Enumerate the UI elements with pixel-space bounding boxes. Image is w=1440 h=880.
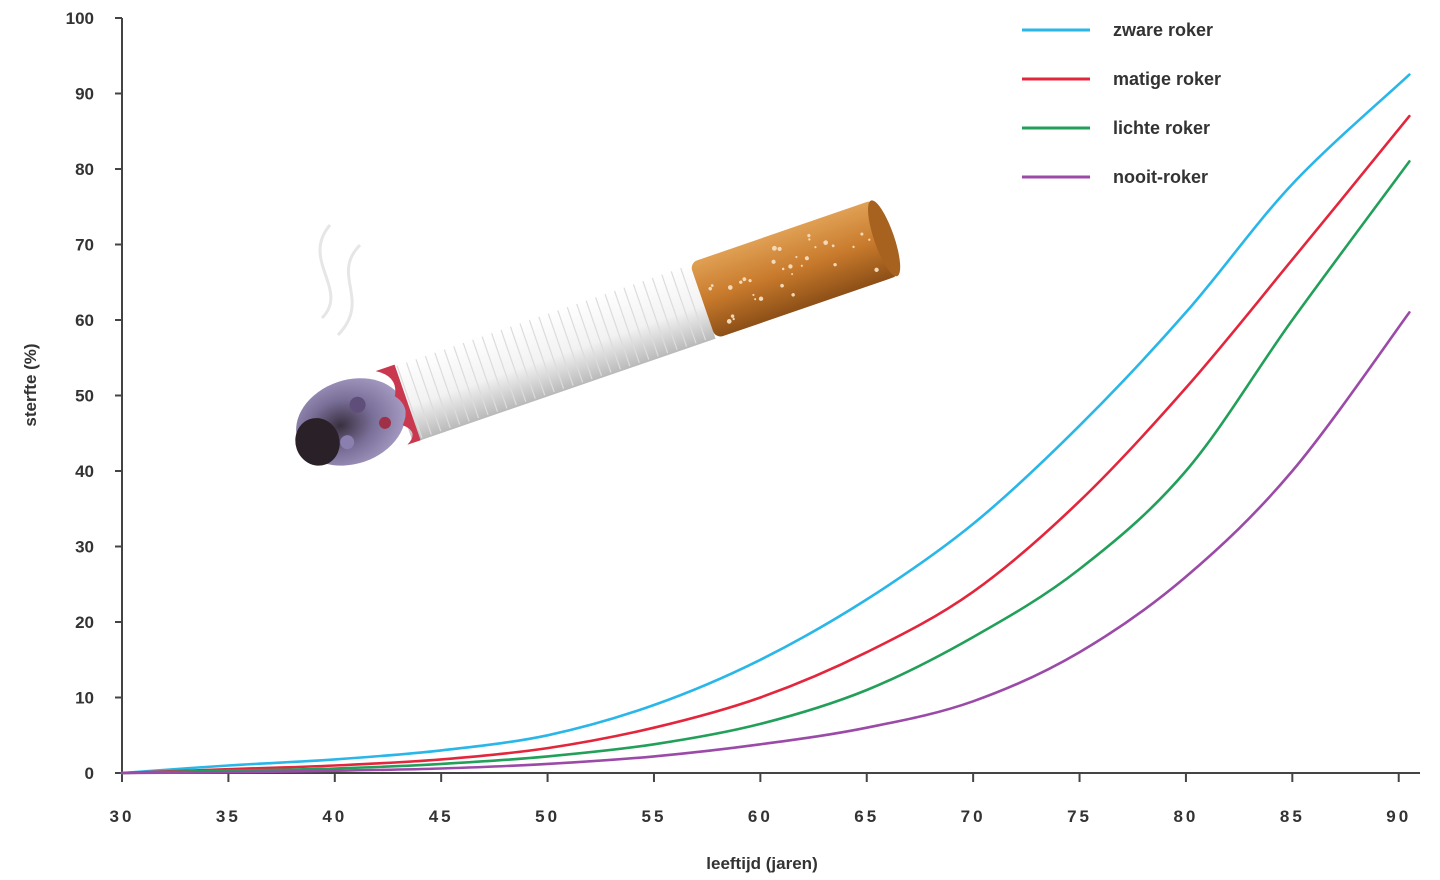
x-tick-label: 80 — [1173, 807, 1198, 826]
x-tick-label: 60 — [748, 807, 773, 826]
x-tick-label: 90 — [1386, 807, 1411, 826]
legend: zware roker matige roker lichte roker nooit… — [1022, 20, 1221, 187]
y-tick-label: 100 — [66, 9, 94, 28]
x-tick-label: 35 — [216, 807, 241, 826]
x-tick-label: 45 — [429, 807, 454, 826]
y-tick-label: 40 — [75, 462, 94, 481]
series-line-lichte-roker — [120, 160, 1411, 775]
y-tick-label: 10 — [75, 689, 94, 708]
y-tick-label: 60 — [75, 311, 94, 330]
y-tick-label: 20 — [75, 613, 94, 632]
legend-label: zware roker — [1113, 20, 1213, 40]
legend-label: lichte roker — [1113, 118, 1210, 138]
x-tick-label: 55 — [642, 807, 667, 826]
x-axis-title: leeftijd (jaren) — [706, 854, 817, 873]
x-tick-label: 65 — [854, 807, 879, 826]
legend-label: matige roker — [1113, 69, 1221, 89]
x-tick-label: 75 — [1067, 807, 1092, 826]
y-tick-label: 70 — [75, 236, 94, 255]
y-axis-title: sterfte (%) — [21, 343, 40, 426]
series-line-zware-roker — [120, 73, 1411, 775]
y-tick-label: 0 — [85, 764, 94, 783]
x-tick-label: 40 — [322, 807, 347, 826]
x-tick-label: 30 — [110, 807, 135, 826]
y-tick-label: 50 — [75, 387, 94, 406]
y-tick-label: 30 — [75, 538, 94, 557]
legend-label: nooit-roker — [1113, 167, 1208, 187]
series-line-nooit-roker — [120, 311, 1411, 775]
x-tick-label: 70 — [961, 807, 986, 826]
cigarette-icon — [295, 200, 901, 466]
y-tick-label: 80 — [75, 160, 94, 179]
x-tick-label: 85 — [1280, 807, 1305, 826]
y-tick-label: 90 — [75, 85, 94, 104]
x-tick-label: 50 — [535, 807, 560, 826]
series-line-matige-roker — [120, 114, 1411, 775]
